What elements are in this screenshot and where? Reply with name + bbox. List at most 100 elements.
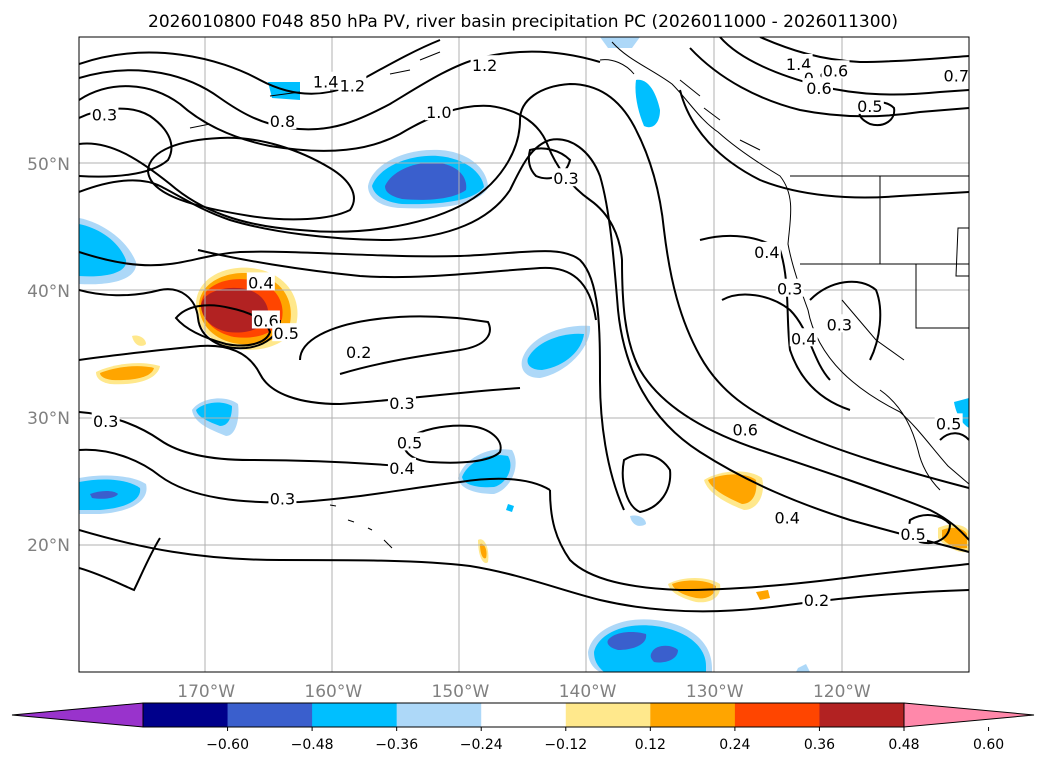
contour-0-4c — [146, 136, 355, 221]
north-america-coast — [611, 41, 969, 485]
map-background — [79, 37, 969, 672]
colorbar: −0.60 −0.48 −0.36 −0.24 −0.12 0.12 0.24 0.36 0.4… — [11, 702, 1035, 753]
contour-0-4b — [79, 448, 551, 504]
contour-label-bg — [90, 104, 119, 123]
contour-label: 0.3 — [827, 315, 852, 334]
contour-label: 0.5 — [274, 324, 299, 343]
colorbar-segment — [396, 703, 482, 727]
contour-label: 0.6 — [823, 61, 848, 80]
contour-label-bg — [551, 168, 580, 187]
contour-label-bg — [338, 75, 367, 94]
contour-label: 0.3 — [553, 169, 578, 188]
contour-label: 0.8 — [270, 112, 295, 131]
contour-0-6 — [79, 82, 969, 489]
colorbar-tick-label: −0.60 — [206, 737, 249, 753]
contour-label: 0.7 — [944, 66, 969, 85]
colorbar-segment — [312, 703, 398, 727]
contour-label-bg — [311, 71, 340, 90]
colorbar-tick-label: 0.24 — [719, 737, 750, 753]
contour-label-bg — [387, 393, 416, 412]
shaded-region-west-edge — [79, 218, 137, 285]
contour-label: 0.5 — [936, 414, 961, 433]
contour-label: 0.3 — [270, 489, 295, 508]
contour-label-bg — [395, 432, 424, 451]
contour-label-bg — [773, 507, 802, 526]
contour-label-bg — [821, 60, 850, 79]
baja-coast — [879, 389, 941, 491]
contour-label-bg — [272, 323, 301, 342]
contour-label: 1.0 — [426, 103, 451, 122]
map-frame — [78, 36, 970, 673]
contour-label-bg — [246, 272, 275, 291]
shaded-region-east-edge — [954, 398, 969, 428]
colorbar-segment — [481, 703, 567, 727]
contour-1-2-east — [759, 37, 969, 64]
contour-label: 1.2 — [472, 56, 497, 75]
contour-label-bg — [470, 55, 499, 74]
shaded-region-alaska-panhandle — [635, 79, 660, 128]
contour-0-3-coast — [721, 293, 831, 381]
colorbar-tick-label: −0.12 — [544, 737, 587, 753]
alaska-islands — [599, 59, 761, 151]
contour-0-4-loop — [621, 453, 672, 514]
contour-0-3b — [197, 249, 597, 321]
contour-label: 0.5 — [857, 97, 882, 116]
colorbar-tick-label: −0.48 — [291, 737, 334, 753]
contour-label: 0.6 — [733, 421, 758, 440]
contour-label-bg — [802, 589, 831, 608]
latitude-axis: 50°N 40°N 30°N 20°N — [27, 155, 70, 556]
shaded-region-west-subtropical — [79, 475, 147, 514]
shaded-region-tiny-positive — [756, 590, 770, 600]
contour-label: 1.4 — [313, 73, 338, 92]
shaded-region-gulf-of-alaska — [368, 149, 488, 209]
contour-0-5-loop — [79, 288, 281, 350]
shaded-region-aleutian — [268, 82, 300, 100]
contour-label-bg — [934, 413, 963, 432]
contour-labels: 1.41.21.21.00.80.31.40.80.60.60.70.50.30… — [90, 53, 969, 610]
contour-label: 0.3 — [92, 106, 117, 125]
contour-label-bg — [344, 342, 373, 361]
colorbar-segment — [650, 703, 736, 727]
contour-label-bg — [424, 102, 453, 121]
contour-0-2 — [79, 344, 521, 406]
lon-tick-label: 130°W — [686, 682, 744, 702]
contour-label-bg — [268, 111, 297, 130]
california-nevada-border — [841, 299, 905, 361]
contour-0-4-coast — [699, 234, 851, 411]
contour-label-bg — [825, 314, 854, 333]
contour-0-3 — [79, 250, 625, 511]
contour-label: 0.2 — [346, 343, 371, 362]
chart-title: 2026010800 F048 850 hPa PV, river basin … — [148, 12, 898, 32]
contour-label-bg — [942, 65, 969, 84]
contour-0-4-cal — [809, 280, 882, 361]
contour-0-3d — [79, 537, 161, 592]
shaded-region-tiny-west — [132, 335, 146, 346]
lon-tick-label: 170°W — [177, 682, 235, 702]
colorbar-segment — [227, 703, 313, 727]
colorbar-segment — [819, 703, 905, 727]
contour-label-bg — [387, 457, 416, 476]
lon-tick-label: 150°W — [432, 682, 490, 702]
lat-tick-label: 40°N — [27, 282, 70, 302]
contour-label: 0.3 — [777, 280, 802, 299]
colorbar-segment — [143, 703, 229, 727]
contour-0-5-east — [939, 432, 969, 441]
contour-label-bg — [789, 328, 818, 347]
colorbar-extend-high — [903, 702, 1035, 728]
lon-tick-label: 120°W — [813, 682, 871, 702]
shaded-region-top-edge — [600, 37, 640, 48]
contour-label-bg — [731, 419, 760, 438]
contour-1-2 — [79, 39, 441, 95]
lat-tick-label: 50°N — [27, 155, 70, 175]
contour-label: 0.5 — [900, 525, 925, 544]
contour-label-bg — [855, 95, 884, 114]
contour-1-0 — [79, 50, 601, 131]
lon-tick-label: 160°W — [304, 682, 362, 702]
colorbar-segment — [734, 703, 820, 727]
contour-label-bg — [91, 410, 120, 429]
contour-label: 0.4 — [774, 508, 799, 527]
contour-label: 0.4 — [791, 329, 816, 348]
colorbar-tick-label: 0.12 — [635, 737, 666, 753]
contour-0-4 — [79, 138, 969, 553]
